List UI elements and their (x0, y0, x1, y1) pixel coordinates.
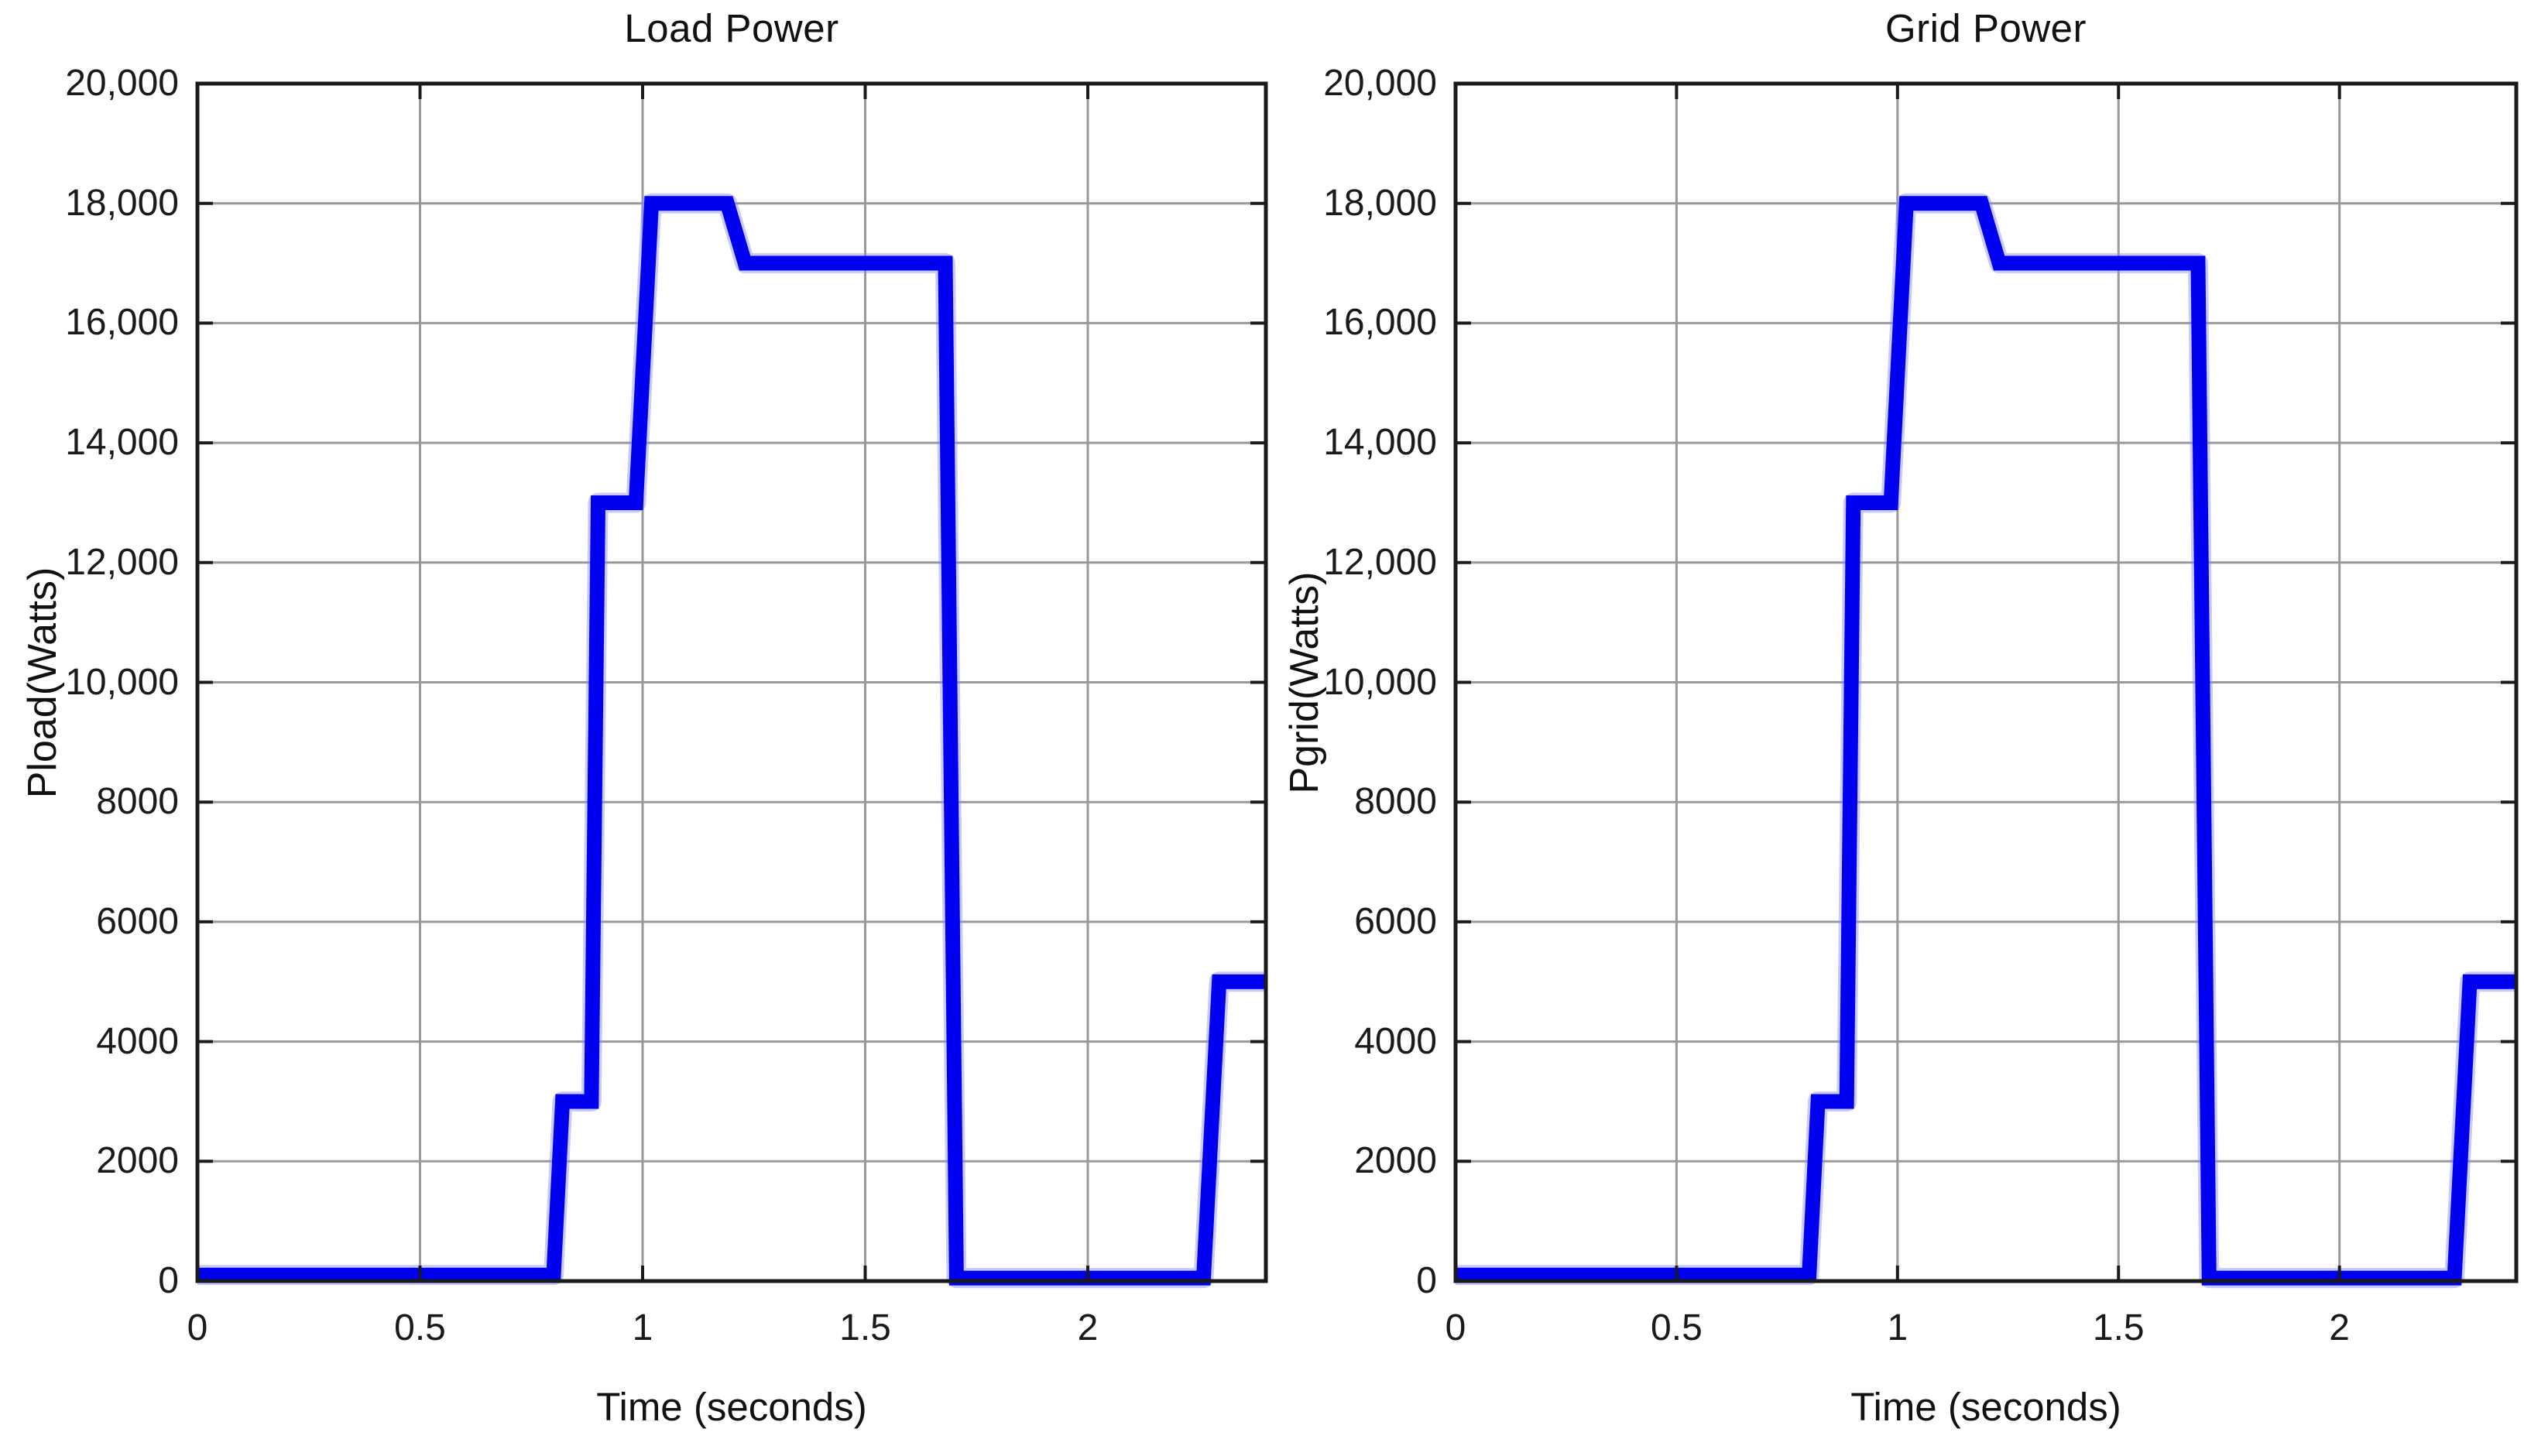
y-tick-label: 16,000 (1323, 302, 1437, 344)
y-tick-label: 12,000 (1323, 541, 1437, 583)
y-tick-label: 0 (1416, 1260, 1437, 1301)
axes-box (1453, 81, 2519, 1283)
pload-line (197, 196, 1266, 1286)
grid-power-plot: Grid Power Pgrid(Watts) Time (seconds) 0… (1262, 0, 2524, 1456)
y-tick-label: 14,000 (1323, 422, 1437, 464)
y-tick-label: 20,000 (65, 63, 179, 104)
y-tick-label: 6000 (96, 900, 179, 942)
x-tick-label: 0.5 (394, 1307, 446, 1348)
x-tick-label: 1 (1887, 1307, 1908, 1348)
x-tick-label: 2 (1077, 1307, 1099, 1348)
x-axis-label: Time (seconds) (596, 1385, 867, 1429)
y-tick-label: 18,000 (1323, 182, 1437, 224)
y-tick-label: 2000 (96, 1140, 179, 1182)
y-tick-label: 4000 (96, 1020, 179, 1062)
x-tick-label: 1 (632, 1307, 653, 1348)
x-tick-label: 0 (1445, 1307, 1466, 1348)
load-power-plot: Load Power Pload(Watts) Time (seconds) 0… (20, 6, 1268, 1429)
series-line-halo (197, 193, 1266, 1289)
y-tick-label: 8000 (96, 781, 179, 823)
y-tick-label: 20,000 (1323, 63, 1437, 104)
pgrid-line (1456, 196, 2516, 1286)
plot-title: Grid Power (1884, 6, 2087, 50)
axes-box (195, 81, 1268, 1283)
y-tick-label: 4000 (1354, 1020, 1437, 1062)
x-tick-label: 0.5 (1651, 1307, 1703, 1348)
y-tick-label: 14,000 (65, 422, 179, 464)
x-axis-label: Time (seconds) (1850, 1385, 2121, 1429)
x-tick-label: 0 (187, 1307, 208, 1348)
x-tick-label: 1.5 (839, 1307, 891, 1348)
x-tick-label: 2 (2329, 1307, 2350, 1348)
y-tick-label: 10,000 (65, 661, 179, 703)
y-tick-label: 12,000 (65, 541, 179, 583)
y-tick-label: 10,000 (1323, 661, 1437, 703)
series-line-halo (1456, 193, 2516, 1289)
x-tick-label: 1.5 (2092, 1307, 2145, 1348)
plot-title: Load Power (624, 6, 839, 50)
y-tick-label: 18,000 (65, 182, 179, 224)
y-tick-label: 2000 (1354, 1140, 1437, 1182)
plot-canvas (1453, 81, 2519, 1289)
y-tick-label: 8000 (1354, 781, 1437, 823)
y-tick-label: 6000 (1354, 900, 1437, 942)
y-tick-label: 0 (158, 1260, 179, 1301)
y-tick-label: 16,000 (65, 302, 179, 344)
plot-canvas (195, 81, 1268, 1289)
